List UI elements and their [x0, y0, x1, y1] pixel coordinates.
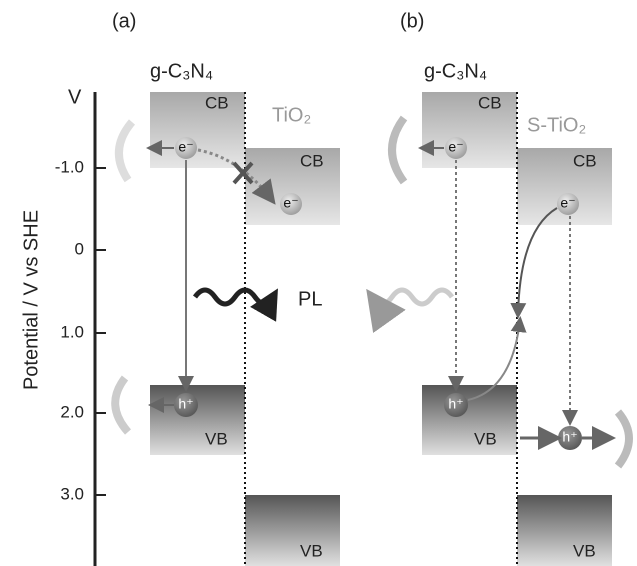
- electron: [175, 137, 197, 159]
- tick-label: 3.0: [60, 484, 84, 503]
- vb-box: [245, 495, 340, 566]
- band-label: VB: [205, 429, 228, 448]
- axis-unit: V: [68, 86, 82, 108]
- tick-label: 2.0: [60, 402, 84, 421]
- electron-label: e⁻: [448, 139, 463, 155]
- blocked-mark: [232, 161, 254, 185]
- electron: [280, 193, 302, 215]
- hole-label: h⁺: [178, 396, 193, 412]
- hole-label: h⁺: [562, 429, 577, 445]
- vb-box: [150, 385, 245, 455]
- band-label: VB: [474, 429, 497, 448]
- band-label: VB: [573, 541, 596, 560]
- recombination-arrow: [467, 316, 527, 401]
- hole: [558, 426, 582, 450]
- material-label: g-C₃N₄: [424, 60, 487, 82]
- electron-label: e⁻: [560, 195, 575, 211]
- curl-arrow: [388, 115, 408, 185]
- electron-label: e⁻: [283, 195, 298, 211]
- hole: [174, 393, 198, 417]
- electron: [445, 137, 467, 159]
- recombination-arrow: [510, 207, 558, 319]
- electron-label: e⁻: [178, 139, 193, 155]
- tick-label: 0: [75, 239, 84, 258]
- curl-arrow: [614, 409, 633, 469]
- vb-box: [422, 385, 517, 455]
- band-label: CB: [478, 93, 502, 112]
- cb-box: [422, 92, 517, 168]
- cb-box: [150, 92, 245, 168]
- band-label: CB: [205, 93, 229, 112]
- tick-label: -1.0: [55, 157, 84, 176]
- hole: [444, 393, 468, 417]
- band-label: VB: [300, 541, 323, 560]
- band-label: CB: [300, 151, 324, 170]
- pl-wave: [192, 287, 278, 322]
- panel-label: (b): [400, 10, 424, 32]
- emission-label: PL: [298, 288, 322, 310]
- material-label: S-TiO₂: [527, 114, 586, 136]
- material-label: g-C₃N₄: [150, 60, 213, 82]
- ticks: -1.0 0 1.0 2.0 3.0: [55, 157, 106, 503]
- panel-label: (a): [112, 10, 136, 32]
- band-label: CB: [573, 151, 597, 170]
- axis-title: Potential / V vs SHE: [20, 210, 42, 390]
- material-label: TiO₂: [272, 104, 311, 126]
- hole-label: h⁺: [448, 396, 463, 412]
- curl-arrow: [111, 375, 132, 435]
- electron: [557, 193, 579, 215]
- pl-wave: [366, 287, 455, 334]
- tick-label: 1.0: [60, 322, 84, 341]
- curl-arrow: [114, 119, 136, 183]
- vb-box: [517, 495, 612, 566]
